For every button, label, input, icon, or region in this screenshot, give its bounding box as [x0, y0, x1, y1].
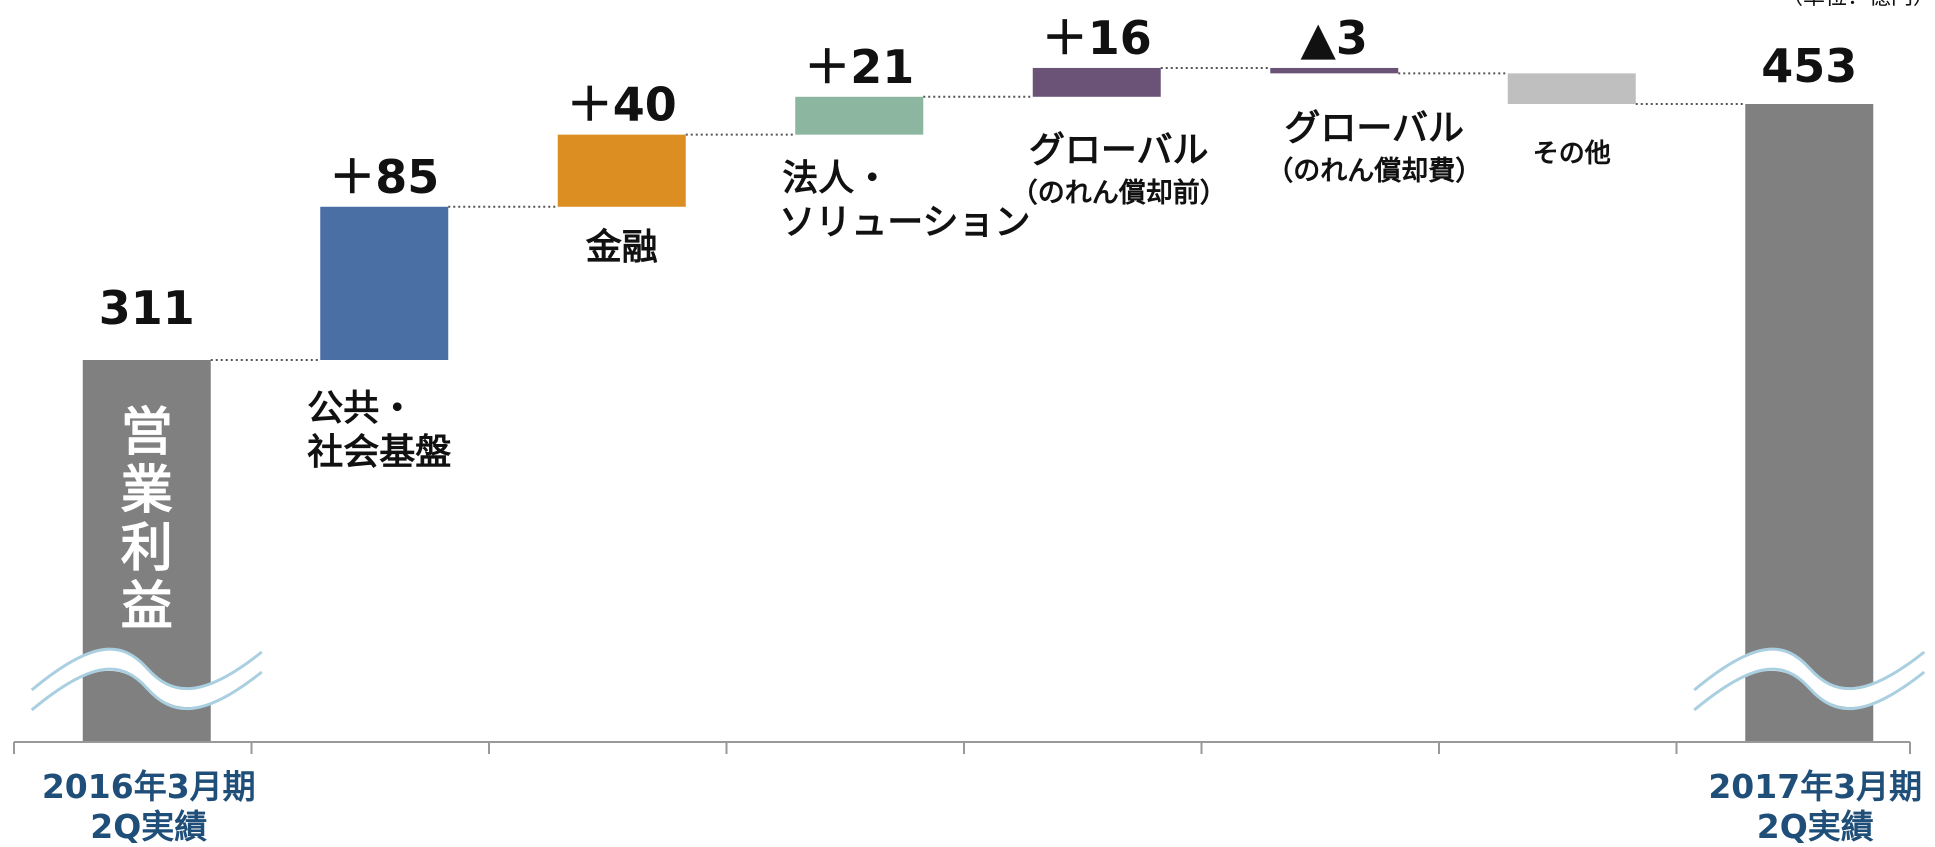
- bar-step-value-label: ＋21: [804, 40, 914, 94]
- category-label: グローバル: [1284, 108, 1464, 149]
- category-label: グローバル: [1029, 130, 1209, 171]
- axis-breaks: [30, 647, 1926, 712]
- bar-end-value-label: 453: [1761, 39, 1857, 93]
- bar-start-vertical-char: 業: [121, 461, 173, 521]
- axis-break-line: [30, 647, 263, 692]
- category-label: ソリューション: [779, 202, 1030, 243]
- bar-start-value-label: 311: [99, 281, 195, 335]
- bar-start-vertical-char: 営: [121, 403, 173, 463]
- axis-break-line: [1693, 667, 1926, 712]
- bar-step-2: [557, 134, 686, 207]
- bar-step-5: [1270, 67, 1399, 74]
- category-label: 公共・: [307, 388, 415, 429]
- bar-step-value-label: ＋85: [329, 150, 439, 204]
- axis-break-fill: [1694, 649, 1925, 710]
- category-label: その他: [1533, 139, 1611, 169]
- bar-step-4: [1032, 67, 1161, 97]
- connector-lines: [210, 66, 1746, 361]
- x-axis: [13, 741, 1911, 754]
- category-label: 法人・: [782, 158, 890, 199]
- bar-end: [1745, 104, 1874, 742]
- axis-break-line: [30, 667, 263, 712]
- axis-break-fill: [31, 649, 262, 710]
- axis-label-start: 2016年3月期: [42, 767, 256, 806]
- category-label: 社会基盤: [307, 432, 451, 473]
- bar-step-3: [795, 96, 924, 135]
- bar-step-1: [320, 206, 449, 360]
- axis-break-line: [1693, 647, 1926, 692]
- category-label: 金融: [585, 226, 658, 268]
- bar-step-value-label: ＋16: [1042, 11, 1152, 65]
- axis-label-start: 2Q実績: [90, 807, 207, 846]
- labels: 311営業利益2016年3月期2Q実績＋85公共・社会基盤＋40金融＋21法人・…: [42, 11, 1922, 846]
- bar-step-6: [1507, 73, 1636, 104]
- unit-label: （単位：億円）: [1781, 0, 1935, 10]
- axis-label-end: 2Q実績: [1757, 807, 1874, 846]
- axis-label-end: 2017年3月期: [1708, 767, 1922, 806]
- bar-step-value-label: ▲3: [1301, 11, 1368, 65]
- bar-step-value-label: ＋40: [567, 78, 677, 132]
- category-label: （のれん償却前）: [1011, 177, 1227, 209]
- bar-start-vertical-char: 益: [121, 577, 173, 637]
- bars: [82, 67, 1874, 742]
- bar-start-vertical-char: 利: [121, 519, 173, 579]
- category-label: （のれん償却費）: [1266, 156, 1482, 187]
